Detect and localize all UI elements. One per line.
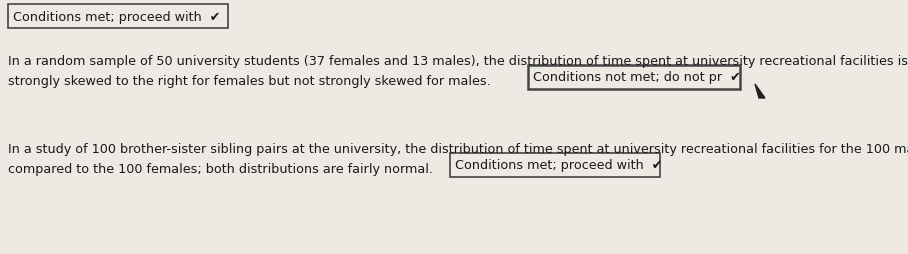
Bar (450, 153, 660, 177)
Text: Conditions met; proceed with  ✔: Conditions met; proceed with ✔ (13, 10, 221, 23)
Text: Conditions met; proceed with  ✔: Conditions met; proceed with ✔ (455, 159, 662, 172)
Bar (8, 5, 228, 29)
Text: strongly skewed to the right for females but not strongly skewed for males.: strongly skewed to the right for females… (8, 75, 490, 88)
Text: compared to the 100 females; both distributions are fairly normal.: compared to the 100 females; both distri… (8, 162, 433, 175)
Bar (528, 66, 740, 90)
Polygon shape (755, 85, 765, 99)
Text: In a study of 100 brother-sister sibling pairs at the university, the distributi: In a study of 100 brother-sister sibling… (8, 142, 908, 155)
Text: In a random sample of 50 university students (37 females and 13 males), the dist: In a random sample of 50 university stud… (8, 55, 908, 68)
Text: Conditions not met; do not pr  ✔: Conditions not met; do not pr ✔ (533, 71, 741, 84)
